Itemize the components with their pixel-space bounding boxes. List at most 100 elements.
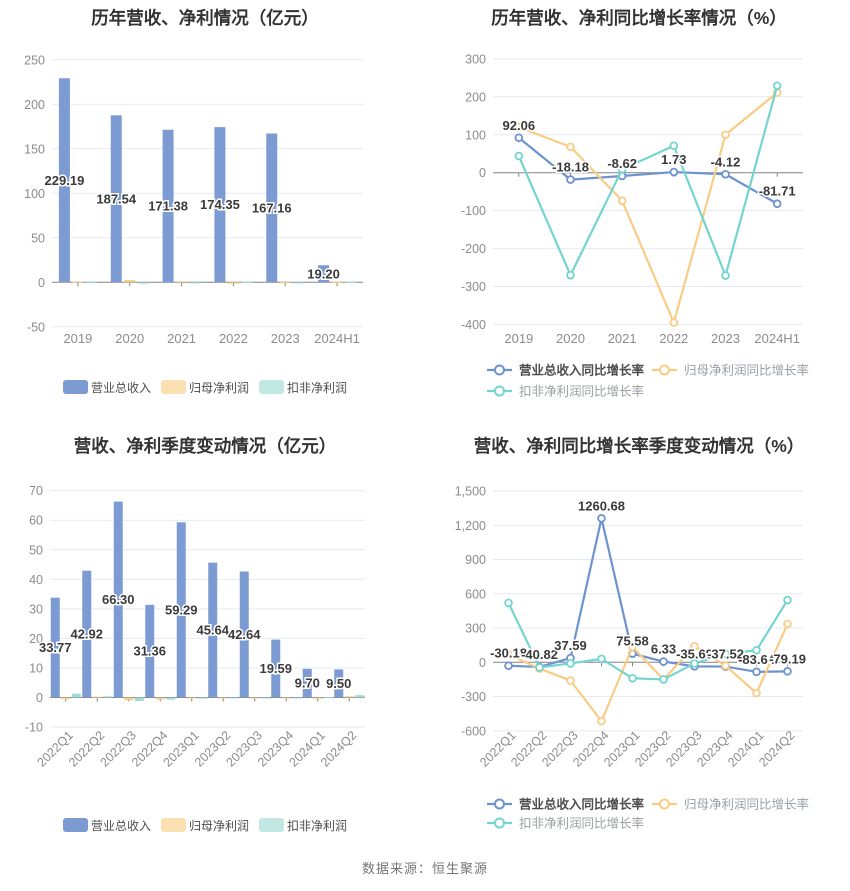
bar bbox=[145, 604, 155, 698]
data-value-label: 59.29 bbox=[165, 602, 198, 617]
bar bbox=[113, 501, 123, 698]
point-marker bbox=[504, 598, 513, 608]
point-marker bbox=[752, 667, 761, 677]
y-tick-label: 250 bbox=[24, 53, 45, 67]
data-value-label: -37.52 bbox=[707, 647, 744, 662]
legend-marker bbox=[659, 798, 670, 810]
point-marker bbox=[659, 657, 668, 666]
y-tick-label: -300 bbox=[461, 690, 486, 704]
point-marker bbox=[690, 659, 699, 668]
legend-item-扣非净利润同比增长率[interactable]: 扣非净利润同比增长率 bbox=[487, 384, 644, 399]
y-tick-label: 60 bbox=[29, 514, 43, 528]
point-marker bbox=[721, 130, 730, 140]
legend-marker bbox=[494, 385, 505, 397]
point-marker bbox=[566, 676, 575, 685]
legend-item-营业总收入同比增长率[interactable]: 营业总收入同比增长率 bbox=[487, 797, 645, 812]
chart-annual-growth-rates: 300 200 100 0 -100 -200 -300 -400 2019 2020 2021 20… bbox=[425, 0, 850, 420]
bar bbox=[162, 129, 174, 283]
point-marker bbox=[772, 81, 782, 91]
point-marker bbox=[669, 318, 679, 327]
legend-label: 归母净利润 bbox=[189, 819, 249, 833]
y-tick-label: 50 bbox=[29, 543, 43, 557]
line bbox=[518, 91, 778, 324]
data-value-label: -8.62 bbox=[607, 156, 637, 171]
legend-marker bbox=[659, 364, 670, 376]
legend-item-扣非净利润[interactable]: 扣非净利润 bbox=[259, 818, 347, 833]
y-tick-label: 0 bbox=[36, 691, 43, 705]
bar bbox=[155, 697, 165, 700]
y-tick-label: 200 bbox=[24, 98, 45, 112]
point-marker bbox=[669, 167, 679, 177]
legend-swatch bbox=[63, 380, 88, 394]
legend-item-营业总收入同比增长率[interactable]: 营业总收入同比增长率 bbox=[487, 363, 645, 378]
y-tick-label: -400 bbox=[461, 318, 486, 332]
legend-item-扣非净利润[interactable]: 扣非净利润 bbox=[259, 380, 347, 395]
bar bbox=[137, 282, 149, 284]
bar bbox=[260, 697, 270, 699]
x-tick-label: 2021 bbox=[167, 331, 196, 346]
series-归母净利润同比增长率 bbox=[514, 88, 782, 327]
y-tick-label: 1,200 bbox=[455, 519, 486, 533]
bar bbox=[318, 265, 330, 283]
bar bbox=[239, 571, 249, 698]
legend-swatch bbox=[259, 818, 284, 832]
legend-item-归母净利润[interactable]: 归母净利润 bbox=[161, 380, 249, 395]
bar bbox=[124, 697, 134, 701]
point-marker bbox=[721, 649, 730, 659]
point-marker bbox=[514, 151, 524, 161]
bar bbox=[313, 697, 323, 699]
bar bbox=[197, 697, 207, 699]
data-value-label: -81.71 bbox=[759, 184, 796, 199]
bar bbox=[293, 282, 305, 284]
y-tick-label: 200 bbox=[465, 90, 486, 104]
data-value-label: 42.64 bbox=[228, 627, 261, 642]
legend-item-归母净利润同比增长率[interactable]: 归母净利润同比增长率 bbox=[652, 363, 809, 378]
data-value-label: 1.73 bbox=[661, 152, 686, 167]
data-value-label: -30.18 bbox=[490, 646, 527, 661]
legend-item-营业总收入[interactable]: 营业总收入 bbox=[63, 380, 151, 395]
legend-item-营业总收入[interactable]: 营业总收入 bbox=[63, 818, 151, 833]
bar bbox=[92, 696, 102, 698]
data-value-label: 1260.68 bbox=[578, 498, 625, 513]
series-归母净利润 bbox=[61, 696, 354, 701]
data-value-label: 92.06 bbox=[503, 118, 536, 133]
data-value-label: 9.70 bbox=[295, 676, 320, 691]
point-marker bbox=[566, 659, 575, 668]
series-营业总收入 bbox=[58, 78, 330, 283]
y-tick-label: 1,500 bbox=[455, 485, 486, 499]
chart-annual-revenue-profit: 250 200 150 100 50 0 -50 2019 2020 2021 2022 2023 20… bbox=[0, 0, 425, 420]
bar bbox=[302, 668, 312, 698]
legend-item-归母净利润同比增长率[interactable]: 归母净利润同比增长率 bbox=[652, 797, 809, 812]
legend-item-扣非净利润同比增长率[interactable]: 扣非净利润同比增长率 bbox=[487, 816, 644, 831]
y-tick-label: -10 bbox=[25, 721, 43, 735]
x-tick-label: 2022 bbox=[659, 331, 688, 346]
legend-swatch bbox=[161, 818, 186, 832]
point-marker bbox=[628, 642, 637, 652]
point-marker bbox=[690, 642, 699, 651]
legend-item-归母净利润[interactable]: 归母净利润 bbox=[161, 818, 249, 833]
point-marker bbox=[721, 661, 730, 671]
y-tick-label: 40 bbox=[29, 573, 43, 587]
data-value-label: 187.54 bbox=[96, 191, 137, 206]
bar bbox=[134, 697, 144, 702]
point-marker bbox=[772, 199, 782, 209]
bar bbox=[176, 522, 186, 698]
y-tick-label: 300 bbox=[465, 52, 486, 66]
bar bbox=[72, 281, 84, 283]
bar bbox=[345, 281, 357, 283]
point-marker bbox=[752, 688, 761, 698]
data-value-label: 167.16 bbox=[252, 200, 292, 215]
x-tick-label: 2023 bbox=[271, 331, 300, 346]
bar bbox=[61, 697, 71, 699]
data-value-label: 45.64 bbox=[196, 623, 229, 638]
y-tick-label: -600 bbox=[461, 724, 486, 738]
y-tick-label: 50 bbox=[31, 231, 45, 245]
point-marker bbox=[659, 675, 668, 684]
y-tick-label: -300 bbox=[461, 280, 486, 294]
point-marker bbox=[514, 133, 524, 143]
legend-label: 营业总收入同比增长率 bbox=[519, 363, 645, 378]
bar bbox=[241, 282, 253, 284]
point-marker bbox=[628, 673, 637, 683]
bar bbox=[110, 115, 122, 283]
